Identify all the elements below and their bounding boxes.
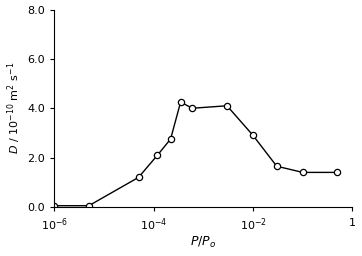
X-axis label: $P/P_{o}$: $P/P_{o}$ bbox=[190, 235, 216, 250]
Y-axis label: $D$ / 10$^{-10}$ m$^{2}$ s$^{-1}$: $D$ / 10$^{-10}$ m$^{2}$ s$^{-1}$ bbox=[5, 62, 23, 154]
